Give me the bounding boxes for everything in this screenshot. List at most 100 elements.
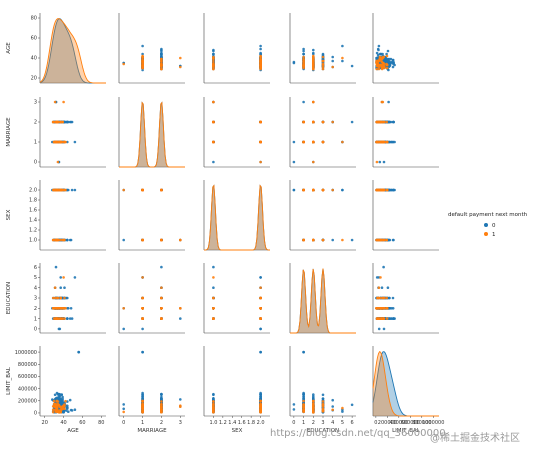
scatter-point-series-1 <box>141 307 144 310</box>
scatter-point-series-0 <box>141 327 144 331</box>
scatter-point-series-1 <box>122 410 125 414</box>
scatter-point-series-0 <box>312 48 315 52</box>
scatter-point-series-1 <box>57 140 61 144</box>
cell-marriage-vs-sex <box>203 97 270 168</box>
scatter-point-series-1 <box>382 140 385 144</box>
scatter-point-series-0 <box>58 394 62 398</box>
scatter-point-series-1 <box>341 56 344 60</box>
kde-line-series-0 <box>119 101 185 168</box>
scatter-point-series-0 <box>179 398 182 401</box>
scatter-point-series-0 <box>378 160 382 164</box>
scatter-point-series-1 <box>312 67 315 71</box>
scatter-point-series-1 <box>381 61 385 65</box>
cell-education-vs-limit_bal <box>372 263 439 334</box>
scatter-point-series-1 <box>385 120 389 124</box>
scatter-point-series-0 <box>160 393 163 396</box>
scatter-point-series-1 <box>259 58 262 62</box>
scatter-point-series-1 <box>385 54 389 58</box>
scatter-point-series-1 <box>59 296 62 300</box>
scatter-point-series-1 <box>141 61 144 65</box>
scatter-point-series-1 <box>141 411 144 414</box>
scatter-point-series-1 <box>160 403 163 407</box>
cell-age-vs-education <box>289 13 356 84</box>
scatter-point-series-0 <box>312 52 315 56</box>
scatter-point-series-1 <box>60 307 63 310</box>
scatter-point-series-1 <box>141 238 144 242</box>
scatter-point-series-1 <box>212 67 215 71</box>
scatter-point-series-0 <box>141 391 144 395</box>
scatter-point-series-1 <box>302 140 305 144</box>
scatter-point-series-0 <box>69 408 73 412</box>
scatter-point-series-1 <box>141 188 144 192</box>
scatter-point-series-1 <box>212 100 215 104</box>
scatter-point-series-0 <box>393 63 396 67</box>
scatter-point-series-1 <box>60 188 63 192</box>
scatter-point-series-1 <box>321 67 325 71</box>
scatter-point-series-1 <box>141 399 144 403</box>
scatter-point-series-1 <box>259 296 262 300</box>
scatter-point-series-1 <box>61 120 64 124</box>
scatter-point-series-0 <box>69 120 73 124</box>
kde-line-series-1 <box>204 184 270 251</box>
scatter-point-series-1 <box>160 238 163 242</box>
cell-education-vs-sex <box>203 263 270 334</box>
scatter-point-series-0 <box>66 317 69 320</box>
scatter-point-series-1 <box>179 238 182 242</box>
scatter-point-series-0 <box>68 317 72 320</box>
scatter-point-series-1 <box>141 64 144 68</box>
scatter-point-series-1 <box>58 411 62 414</box>
scatter-point-series-1 <box>377 65 381 69</box>
scatter-point-series-0 <box>67 410 70 414</box>
scatter-point-series-0 <box>391 307 395 310</box>
cell-sex-vs-limit_bal <box>372 180 439 251</box>
scatter-point-series-1 <box>52 140 56 144</box>
scatter-point-series-0 <box>212 398 215 401</box>
scatter-point-series-1 <box>141 66 144 70</box>
scatter-point-series-1 <box>55 399 59 403</box>
scatter-point-series-1 <box>380 296 384 300</box>
scatter-point-series-1 <box>53 188 57 192</box>
scatter-point-series-1 <box>59 120 62 124</box>
scatter-point-series-0 <box>389 317 393 320</box>
scatter-point-series-1 <box>53 405 57 409</box>
scatter-point-series-1 <box>53 238 57 242</box>
kde-fill-series-0 <box>119 102 185 167</box>
scatter-point-series-1 <box>378 140 381 144</box>
cell-sex-vs-marriage <box>118 180 185 251</box>
cell-limit_bal-vs-sex <box>203 346 270 417</box>
scatter-point-series-1 <box>377 67 381 71</box>
scatter-point-series-0 <box>393 188 396 192</box>
scatter-point-series-0 <box>61 296 64 300</box>
scatter-point-series-0 <box>141 44 144 48</box>
scatter-point-series-0 <box>141 396 144 400</box>
scatter-point-series-1 <box>51 307 55 310</box>
scatter-point-series-0 <box>385 52 388 56</box>
scatter-point-series-1 <box>380 100 384 104</box>
scatter-point-series-1 <box>160 59 163 63</box>
scatter-point-series-1 <box>385 238 389 242</box>
scatter-point-series-0 <box>392 60 395 64</box>
cell-education-vs-marriage <box>118 263 185 334</box>
scatter-point-series-1 <box>59 238 62 242</box>
cell-age-vs-marriage <box>118 13 185 84</box>
scatter-point-series-1 <box>160 296 163 300</box>
scatter-point-series-0 <box>122 403 125 406</box>
scatter-point-series-1 <box>386 63 389 67</box>
scatter-point-series-1 <box>160 317 163 320</box>
scatter-point-series-0 <box>391 238 395 242</box>
scatter-point-series-1 <box>382 120 385 124</box>
scatter-point-series-0 <box>331 238 335 242</box>
scatter-point-series-0 <box>141 68 144 72</box>
scatter-point-series-0 <box>387 238 390 242</box>
scatter-point-series-1 <box>259 63 262 67</box>
scatter-point-series-1 <box>385 140 389 144</box>
scatter-point-extreme <box>77 350 81 354</box>
scatter-point-series-0 <box>391 58 395 62</box>
scatter-point-series-1 <box>141 58 144 62</box>
scatter-point-series-1 <box>61 317 64 320</box>
scatter-point-series-1 <box>375 188 378 192</box>
scatter-point-series-1 <box>57 404 61 407</box>
scatter-point-series-1 <box>321 55 325 59</box>
scatter-point-series-1 <box>378 188 381 192</box>
scatter-point-series-0 <box>386 286 390 290</box>
